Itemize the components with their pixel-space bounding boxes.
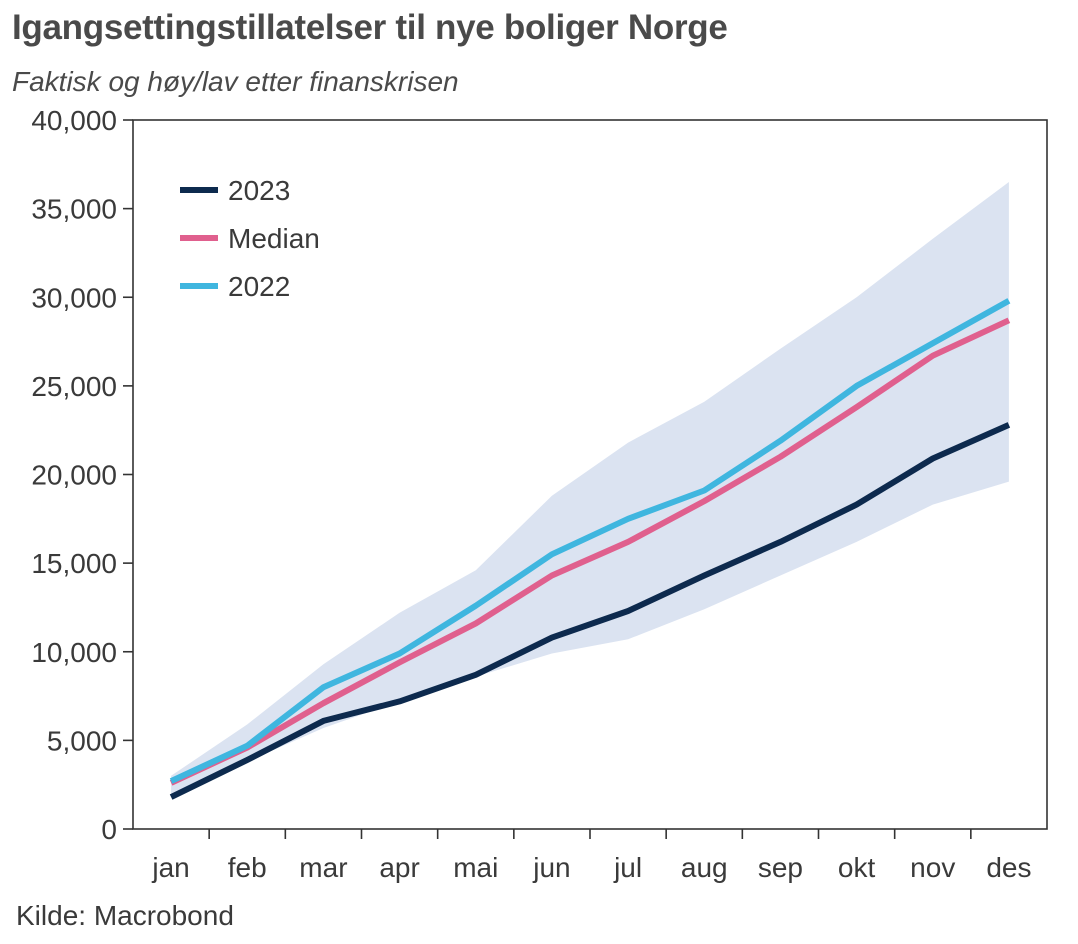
y-tick-label: 30,000 xyxy=(31,282,117,313)
series-line-median xyxy=(169,317,1011,786)
x-tick-label: mai xyxy=(453,852,498,883)
chart-title: Igangsettingstillatelser til nye boliger… xyxy=(12,8,728,47)
y-tick-label: 35,000 xyxy=(31,194,117,225)
chart-subtitle: Faktisk og høy/lav etter finanskrisen xyxy=(12,66,459,97)
x-tick-label: des xyxy=(986,852,1031,883)
y-tick-label: 40,000 xyxy=(31,105,117,136)
y-tick-label: 15,000 xyxy=(31,548,117,579)
chart-source: Kilde: Macrobond xyxy=(16,900,234,931)
y-tick-label: 0 xyxy=(101,814,117,845)
x-tick-label: feb xyxy=(228,852,267,883)
legend: 2023 Median 2022 xyxy=(180,175,320,302)
legend-label: 2023 xyxy=(228,175,290,206)
legend-label: Median xyxy=(228,223,320,254)
y-tick-label: 10,000 xyxy=(31,637,117,668)
y-tick-label: 20,000 xyxy=(31,460,117,491)
high-low-band xyxy=(171,182,1009,796)
x-tick-label: aug xyxy=(681,852,728,883)
legend-label: 2022 xyxy=(228,271,290,302)
x-tick-label: mar xyxy=(299,852,347,883)
series-line-2022 xyxy=(169,298,1011,784)
x-tick-label: jul xyxy=(613,852,642,883)
x-tick-label: apr xyxy=(379,852,419,883)
x-tick-label: jan xyxy=(151,852,189,883)
y-tick-label: 25,000 xyxy=(31,371,117,402)
y-tick-label: 5,000 xyxy=(47,725,117,756)
x-tick-label: sep xyxy=(758,852,803,883)
x-tick-label: nov xyxy=(910,852,955,883)
x-tick-label: okt xyxy=(838,852,876,883)
x-tick-label: jun xyxy=(532,852,570,883)
series-line-2023 xyxy=(169,422,1011,800)
